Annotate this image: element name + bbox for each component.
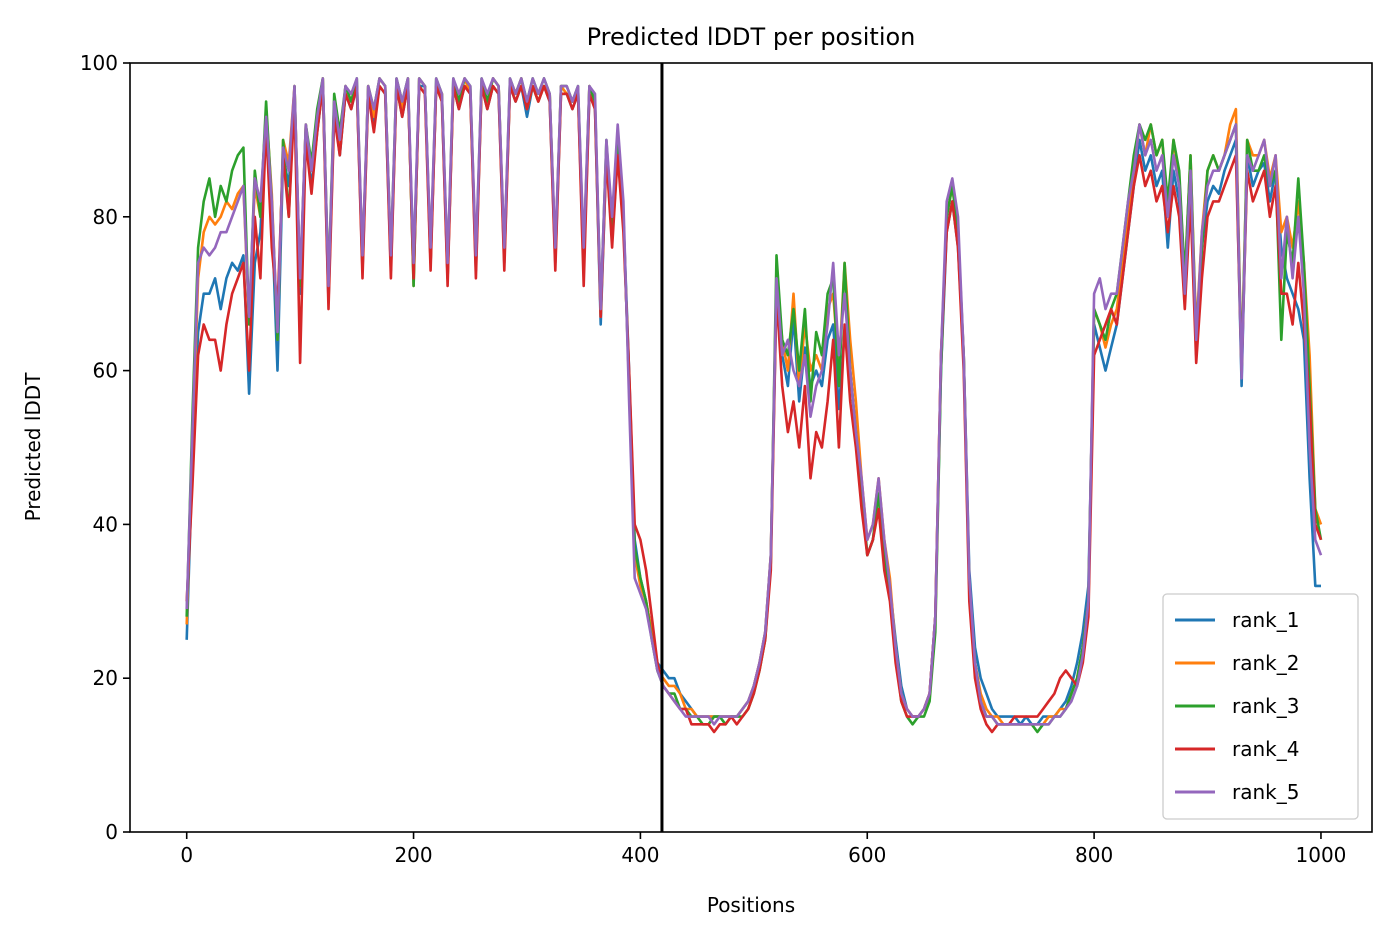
- plot-frame: [129, 62, 1373, 833]
- x-tick-label: 200: [394, 843, 432, 867]
- plot-lines: [185, 77, 1323, 734]
- chart-title: Predicted lDDT per position: [587, 23, 916, 51]
- legend-label-rank_3: rank_3: [1232, 694, 1299, 718]
- x-tick-label: 0: [180, 843, 193, 867]
- y-tick-label: 20: [93, 666, 118, 690]
- legend-label-rank_2: rank_2: [1232, 651, 1299, 675]
- y-tick-label: 60: [93, 359, 118, 383]
- y-tick-label: 80: [93, 205, 118, 229]
- x-tick-label: 600: [848, 843, 886, 867]
- legend-label-rank_4: rank_4: [1232, 737, 1299, 761]
- legend: rank_1 rank_2 rank_3 rank_4 rank_5: [1162, 593, 1359, 820]
- y-tick-label: 40: [93, 512, 118, 536]
- y-axis-label: Predicted lDDT: [21, 372, 45, 522]
- x-tick-label: 800: [1075, 843, 1113, 867]
- x-axis-label: Positions: [707, 893, 795, 917]
- legend-label-rank_5: rank_5: [1232, 780, 1299, 804]
- x-tick-label: 1000: [1296, 843, 1347, 867]
- series-line-rank_4: [185, 84, 1323, 734]
- x-tick-label: 400: [621, 843, 659, 867]
- axis-ticks: 0 200 400 600 800 1000 0 20 40 60 80 100: [80, 51, 1347, 867]
- legend-box: [1162, 593, 1359, 820]
- y-tick-label: 100: [80, 51, 118, 75]
- legend-label-rank_1: rank_1: [1232, 608, 1299, 632]
- series-line-rank_5: [185, 77, 1323, 726]
- y-tick-label: 0: [105, 820, 118, 844]
